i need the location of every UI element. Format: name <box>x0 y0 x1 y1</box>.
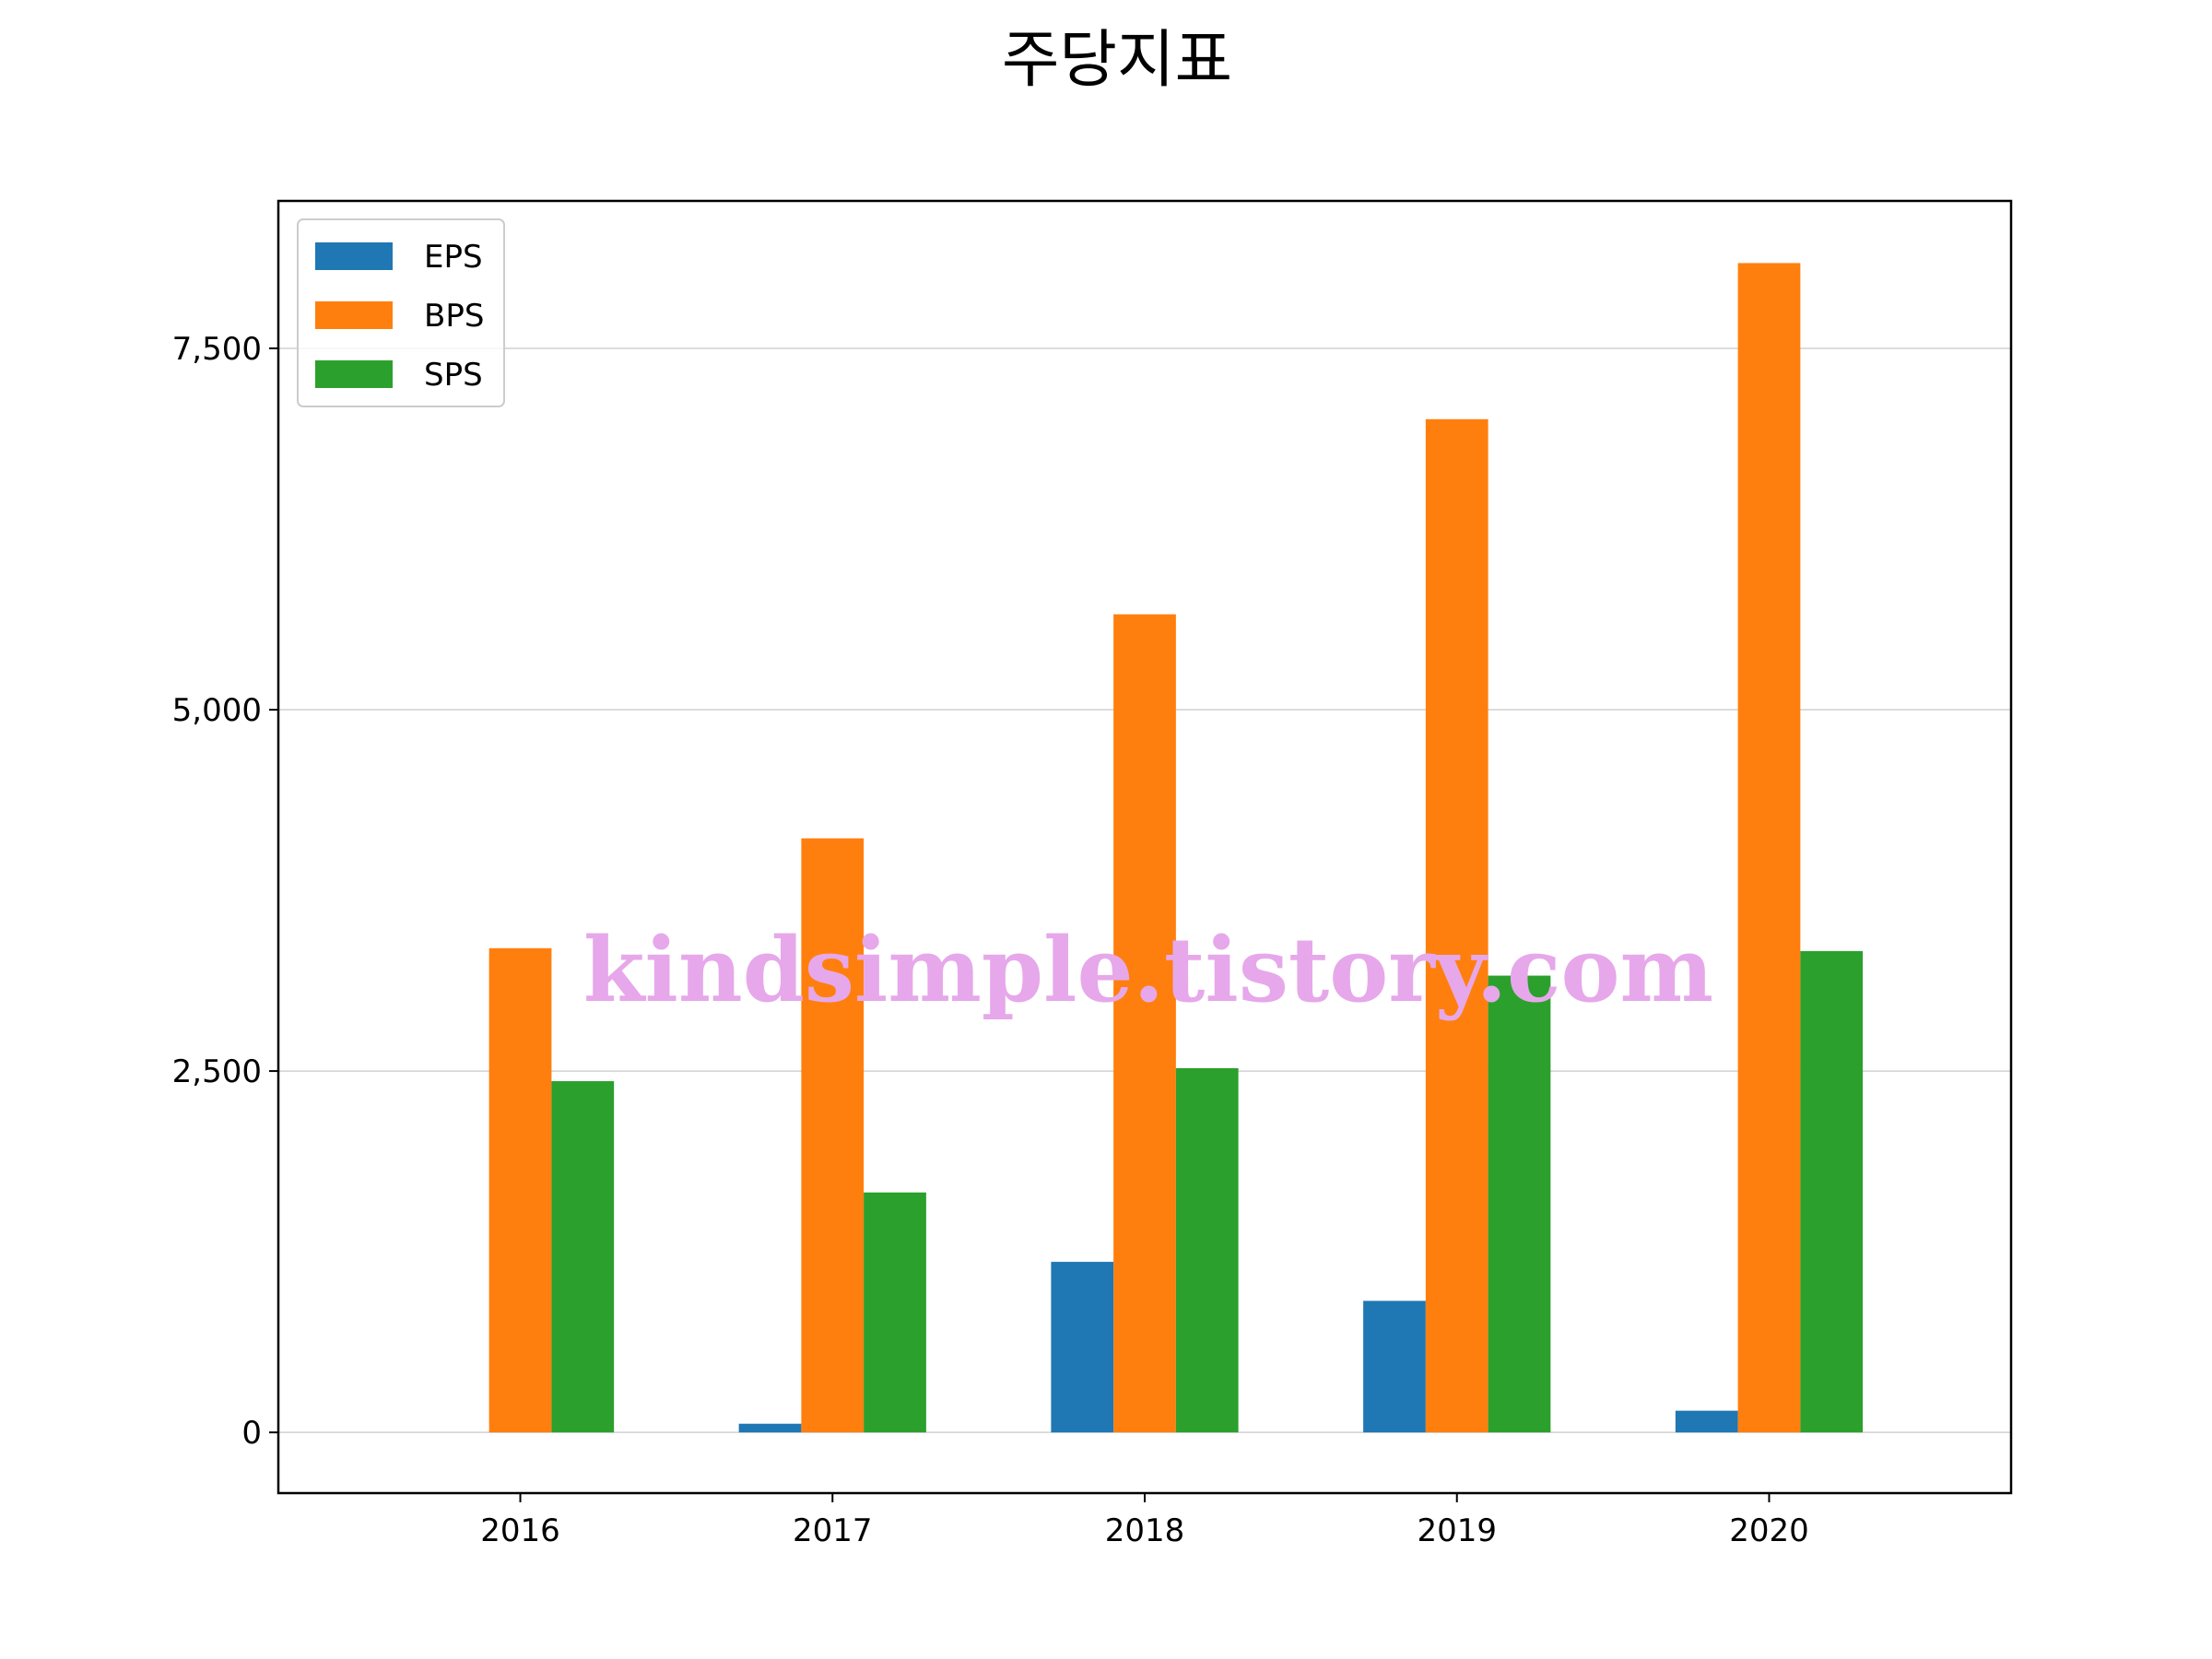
legend-swatch-bps <box>315 301 393 329</box>
x-tick-label: 2017 <box>793 1512 873 1549</box>
bar-sps-2019 <box>1488 975 1551 1433</box>
chart-title: 주당지표 <box>1002 24 1232 97</box>
x-tick-label: 2019 <box>1417 1512 1497 1549</box>
bar-eps-2019 <box>1363 1300 1426 1433</box>
legend-swatch-eps <box>315 242 393 270</box>
bar-bps-2017 <box>801 838 865 1433</box>
y-tick-label: 7,500 <box>172 331 262 368</box>
bar-bps-2019 <box>1425 418 1488 1433</box>
bar-bps-2020 <box>1737 263 1801 1433</box>
x-axis: 2016 2017 2018 2019 2020 <box>480 1493 1809 1549</box>
y-tick-label: 2,500 <box>172 1053 262 1090</box>
y-tick-label: 0 <box>241 1415 262 1452</box>
legend-label-bps: BPS <box>424 298 484 335</box>
bars <box>488 263 1864 1433</box>
x-tick-label: 2016 <box>480 1512 560 1549</box>
bar-eps-2018 <box>1051 1262 1114 1433</box>
bar-bps-2018 <box>1113 614 1176 1433</box>
bar-sps-2020 <box>1800 950 1864 1433</box>
bar-sps-2017 <box>864 1192 926 1433</box>
y-tick-label: 5,000 <box>172 692 262 729</box>
bar-sps-2016 <box>551 1081 615 1433</box>
legend-swatch-sps <box>315 360 393 388</box>
watermark: kindsimple.tistory.com <box>583 918 1713 1022</box>
y-axis: 0 2,500 5,000 7,500 <box>172 331 278 1452</box>
bar-bps-2016 <box>488 947 552 1433</box>
legend: EPS BPS SPS <box>297 218 505 407</box>
bar-sps-2018 <box>1175 1067 1239 1433</box>
x-tick-label: 2018 <box>1105 1512 1185 1549</box>
legend-label-eps: EPS <box>424 239 483 276</box>
bar-eps-2017 <box>738 1423 802 1433</box>
bar-eps-2020 <box>1675 1410 1738 1433</box>
legend-label-sps: SPS <box>424 357 483 394</box>
x-tick-label: 2020 <box>1729 1512 1809 1549</box>
